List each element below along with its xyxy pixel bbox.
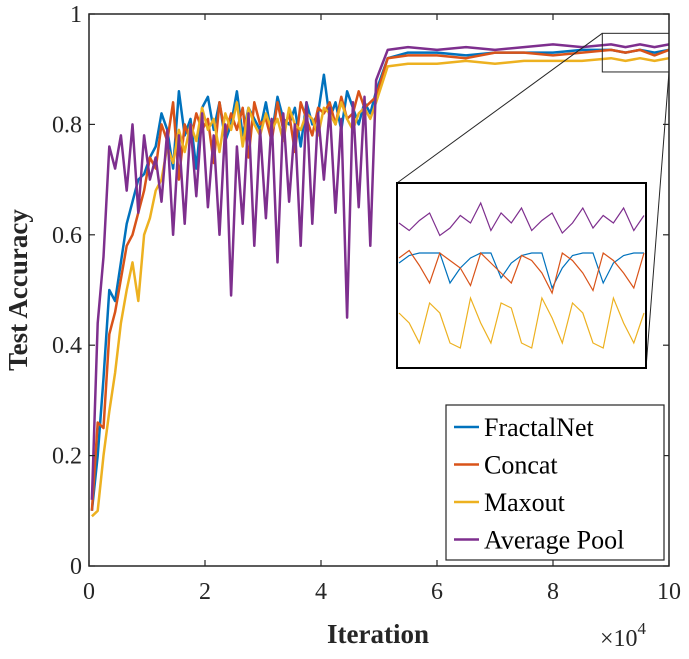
legend-label-concat: Concat	[484, 451, 558, 480]
x-axis-title: Iteration	[327, 619, 429, 649]
y-tick-label: 0.2	[52, 444, 82, 470]
legend: FractalNet Concat Maxout Average Pool	[445, 404, 665, 561]
x-tick-label: 2	[199, 579, 211, 605]
legend-box	[445, 404, 665, 561]
x-tick-label: 4	[315, 579, 327, 605]
x-tick-label: 10	[657, 579, 681, 605]
y-tick-label: 0	[70, 554, 82, 580]
tick-layer: 0 2 4 6 8 10 0 0.2 0.4 0.6 0.8 1	[52, 2, 681, 605]
y-tick-label: 0.6	[52, 223, 82, 249]
x-tick-label: 0	[83, 579, 95, 605]
x-multiplier-exponent: 4	[638, 619, 647, 638]
y-axis-title: Test Accuracy	[3, 209, 33, 371]
zoom-series-line-average-pool	[398, 201, 645, 237]
zoom-inset	[396, 32, 670, 369]
y-tick-label: 1	[70, 2, 82, 28]
zoom-connector-line	[396, 32, 603, 184]
plot-box	[88, 13, 670, 567]
zoom-series-line-concat	[398, 249, 645, 295]
x-multiplier-base: ×10	[600, 626, 638, 652]
zoom-inset-box	[396, 182, 647, 369]
y-tick-label: 0.8	[52, 112, 82, 138]
zoom-region-box	[601, 32, 670, 73]
y-tick-label: 0.4	[52, 333, 82, 359]
x-tick-label: 6	[431, 579, 443, 605]
x-tick-label: 8	[547, 579, 559, 605]
legend-label-average-pool: Average Pool	[484, 526, 624, 555]
x-multiplier-label: ×104	[600, 619, 647, 652]
zoom-series-line-maxout	[398, 295, 645, 349]
zoom-connector-line	[645, 71, 670, 369]
series-line-average-pool	[90, 43, 670, 500]
series-layer	[90, 43, 670, 518]
legend-label-fractalnet: FractalNet	[484, 413, 595, 442]
legend-label-maxout: Maxout	[484, 488, 566, 517]
